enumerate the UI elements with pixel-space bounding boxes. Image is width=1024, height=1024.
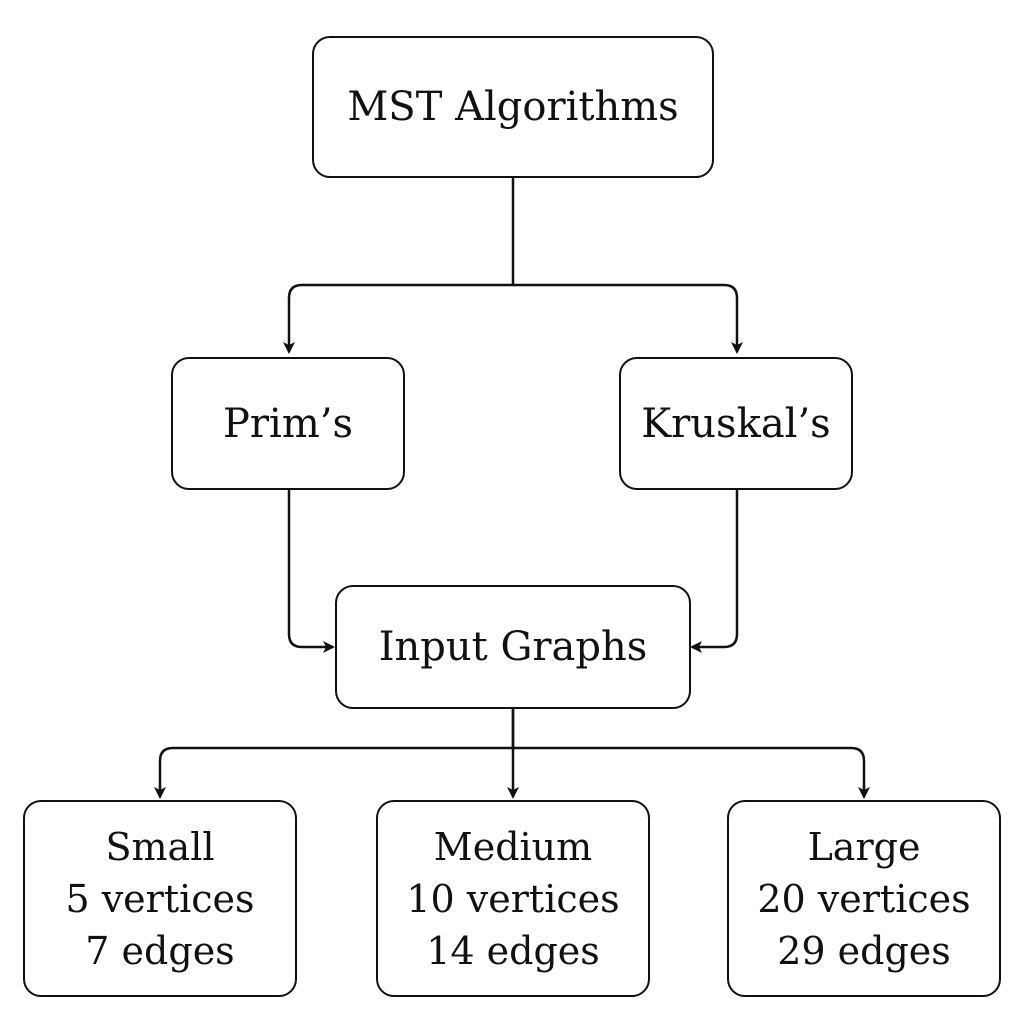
input-graphs-label: Input Graphs [378,624,648,670]
edge-input-to-large [513,746,870,799]
large-graph-edges: 29 edges [777,928,951,973]
small-graph-edges: 7 edges [85,928,235,973]
kruskals-label: Kruskal’s [641,400,831,447]
edge-kruskals-to-input [690,490,739,653]
medium-graph-vertices: 10 vertices [406,876,620,921]
large-graph-vertices: 20 vertices [757,876,971,921]
edge-root-to-kruskals [513,283,743,354]
edge-root-to-prims [283,178,515,354]
small-graph-vertices: 5 vertices [65,876,255,921]
prims-node: Prim’s [171,357,405,490]
root-label: MST Algorithms [347,84,679,130]
kruskals-node: Kruskal’s [619,357,853,490]
prims-label: Prim’s [223,400,353,447]
root-node: MST Algorithms [312,36,714,178]
medium-graph-edges: 14 edges [426,928,600,973]
large-graph-name: Large [807,824,921,869]
medium-graph-node: Medium 10 vertices 14 edges [376,800,650,997]
medium-graph-name: Medium [433,824,593,869]
small-graph-name: Small [105,824,215,869]
input-graphs-node: Input Graphs [335,585,691,709]
edge-input-to-small [154,709,515,799]
large-graph-node: Large 20 vertices 29 edges [727,800,1001,997]
small-graph-node: Small 5 vertices 7 edges [23,800,297,997]
edge-prims-to-input [287,490,335,653]
